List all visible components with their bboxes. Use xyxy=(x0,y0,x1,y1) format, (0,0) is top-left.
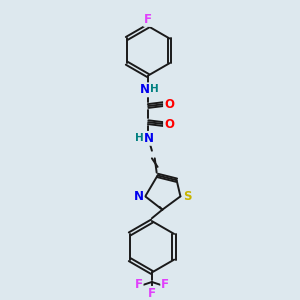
Text: O: O xyxy=(164,118,174,130)
Text: F: F xyxy=(161,278,169,291)
Text: H: H xyxy=(150,84,159,94)
Text: F: F xyxy=(135,278,142,291)
Text: N: N xyxy=(140,83,150,96)
Text: N: N xyxy=(144,132,154,145)
Text: H: H xyxy=(135,133,144,143)
Text: O: O xyxy=(164,98,174,111)
Text: S: S xyxy=(183,190,191,203)
Text: N: N xyxy=(134,190,144,203)
Text: F: F xyxy=(148,287,156,300)
Text: F: F xyxy=(144,13,152,26)
